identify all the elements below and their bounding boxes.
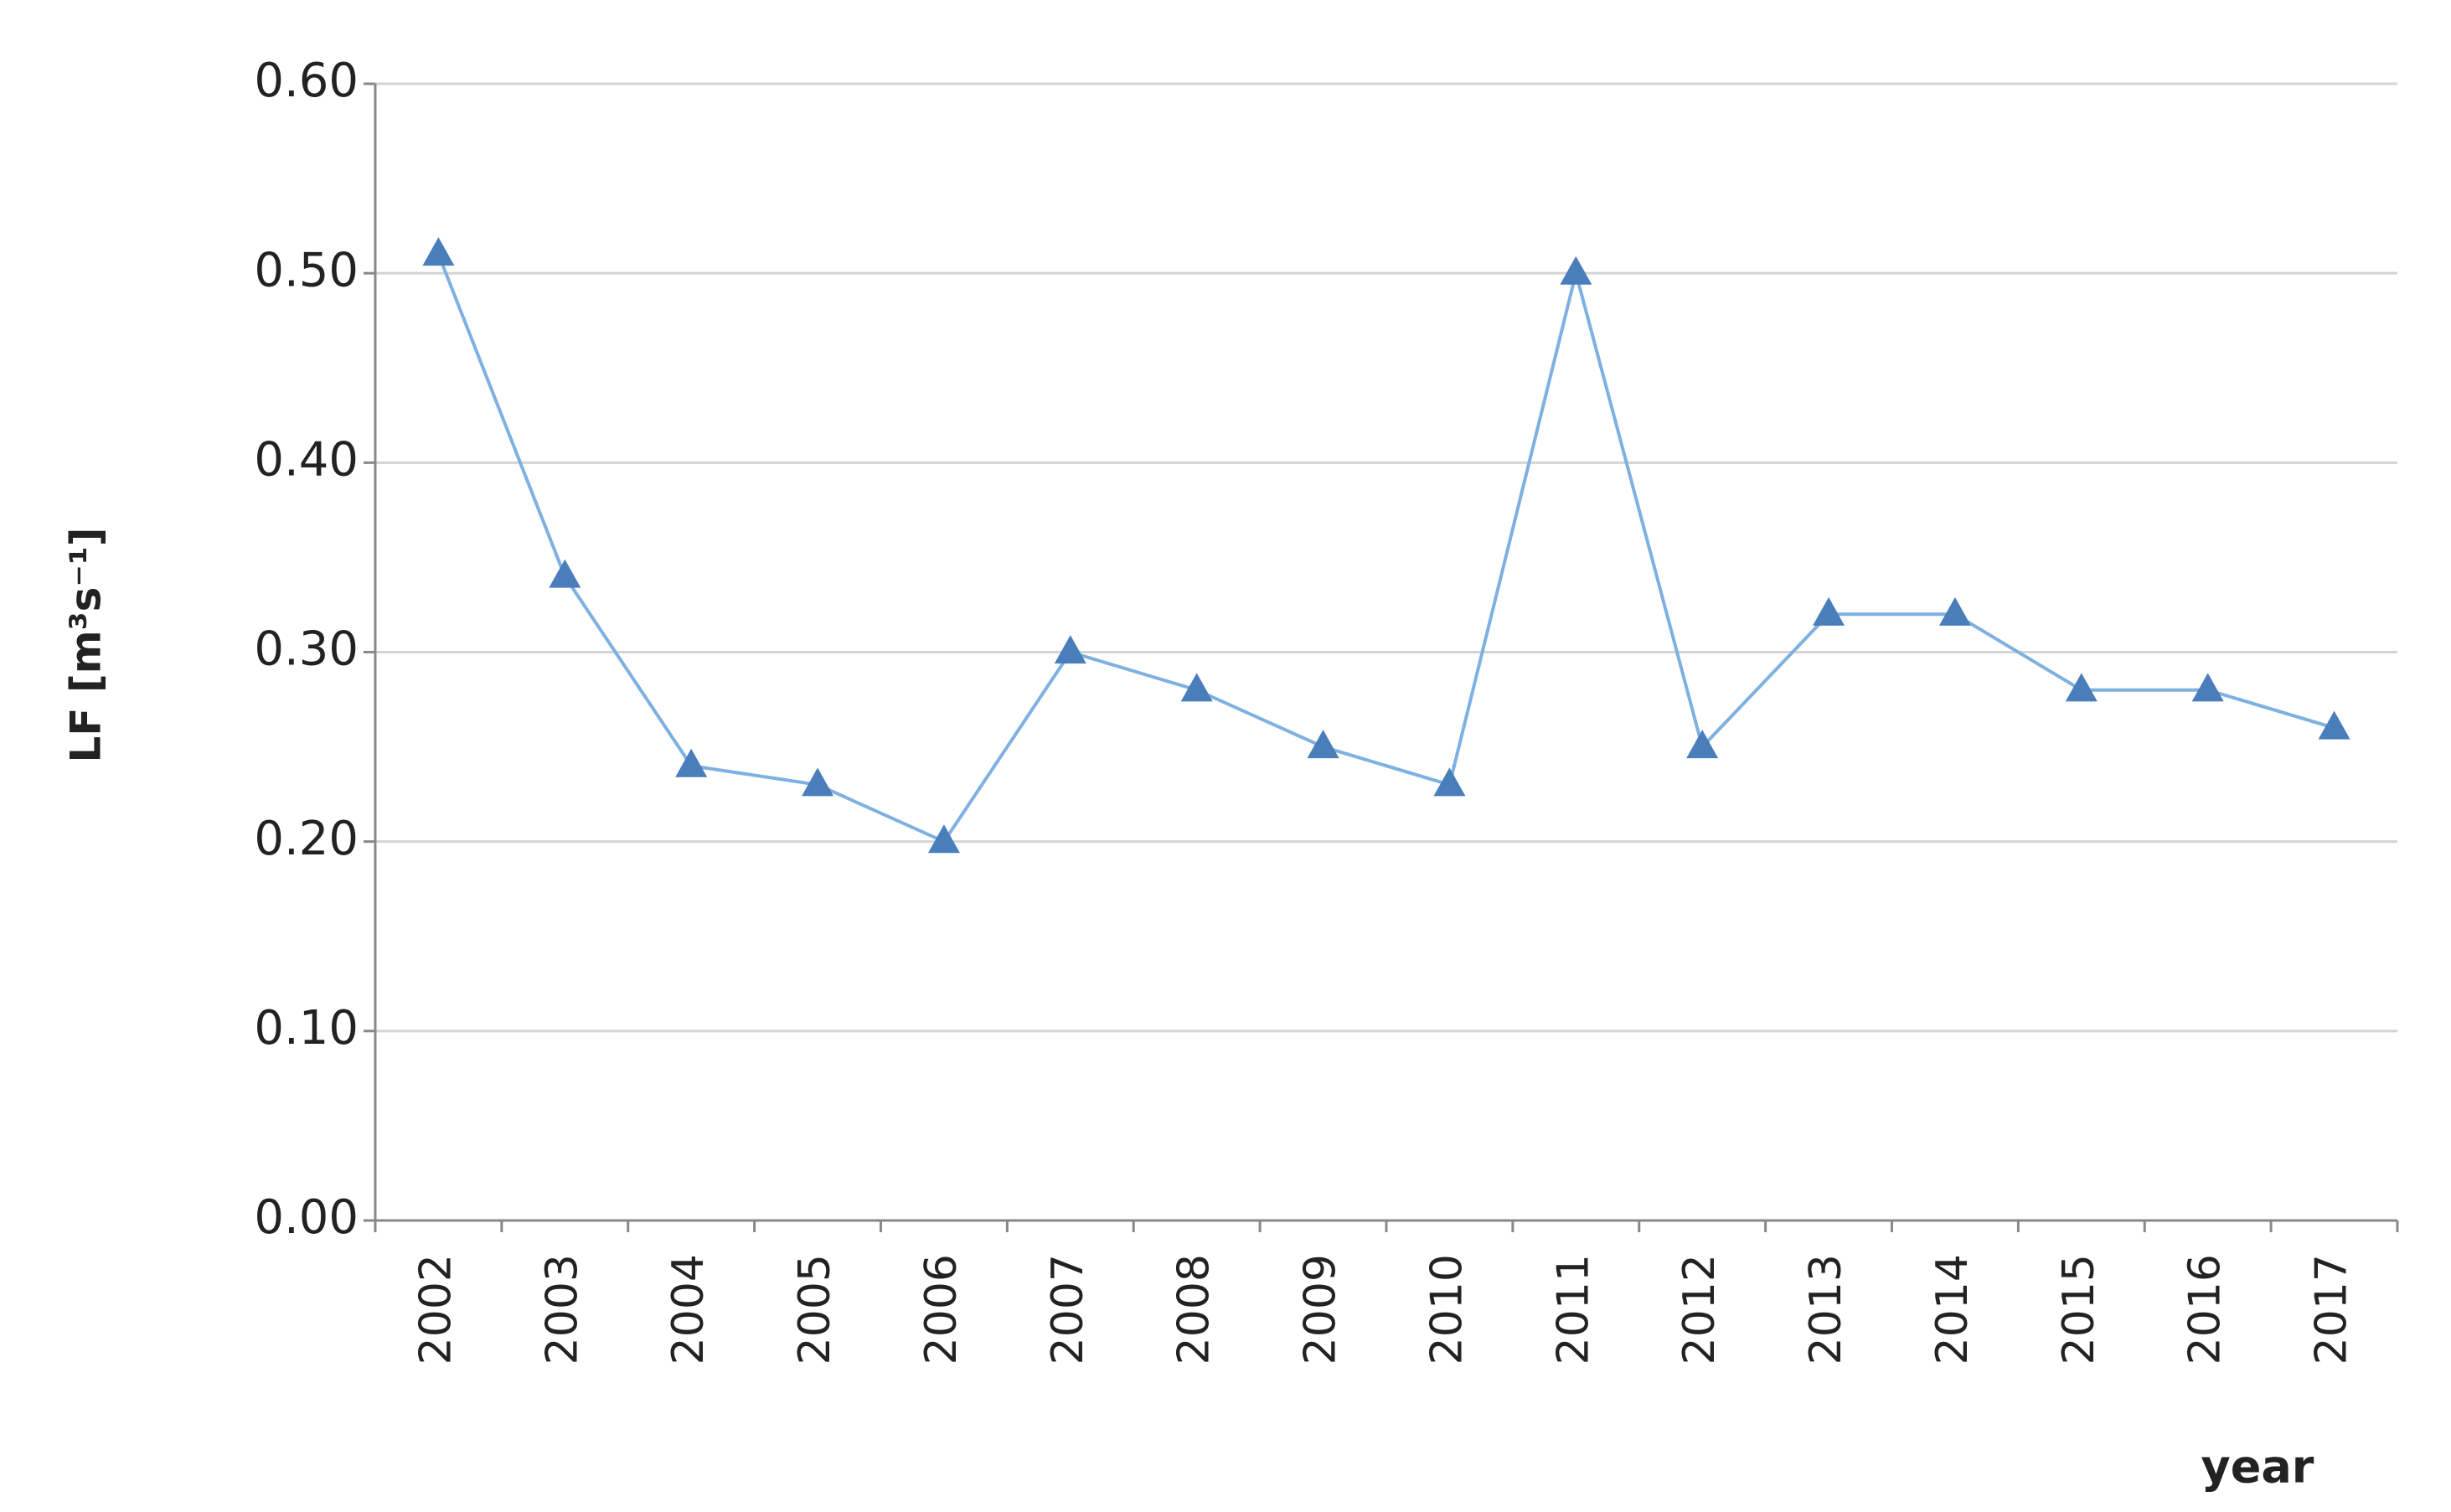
y-tick-label: 0.30	[254, 622, 359, 677]
x-tick-label: 2017	[2307, 1254, 2357, 1365]
x-tick-label: 2006	[916, 1254, 967, 1365]
x-tick-label: 2004	[663, 1254, 714, 1365]
x-tick-label: 2008	[1169, 1254, 1220, 1365]
marker	[1433, 767, 1466, 797]
marker	[1938, 596, 1971, 626]
marker	[1180, 673, 1213, 702]
marker	[802, 767, 834, 797]
y-tick-label: 0.20	[254, 812, 359, 866]
x-tick-label: 2010	[1422, 1254, 1472, 1365]
x-tick-label: 2011	[1548, 1254, 1598, 1365]
marker	[2065, 673, 2098, 702]
x-tick-label: 2003	[537, 1254, 587, 1365]
marker	[927, 824, 960, 854]
y-tick-label: 0.40	[254, 432, 359, 487]
marker	[422, 237, 455, 266]
y-tick-label: 0.00	[254, 1190, 359, 1245]
marker	[1054, 635, 1086, 664]
x-axis-label: year	[2201, 1441, 2314, 1494]
x-tick-label: 2005	[790, 1254, 840, 1365]
marker	[2191, 673, 2224, 702]
x-tick-label: 2002	[410, 1254, 461, 1365]
marker	[1686, 730, 1719, 759]
x-tick-label: 2009	[1296, 1254, 1346, 1365]
marker	[675, 748, 708, 777]
x-tick-label: 2014	[1927, 1254, 1978, 1365]
y-tick-label: 0.50	[254, 243, 359, 297]
marker	[1560, 255, 1592, 285]
marker	[1307, 730, 1339, 759]
y-tick-label: 0.10	[254, 1001, 359, 1055]
y-tick-label: 0.60	[254, 54, 359, 108]
series-line	[436, 253, 2335, 844]
x-tick-label: 2016	[2180, 1254, 2231, 1365]
marker	[2318, 710, 2350, 740]
x-tick-label: 2012	[1674, 1254, 1725, 1365]
marker	[549, 559, 581, 588]
marker	[1813, 596, 1845, 626]
x-tick-label: 2013	[1801, 1254, 1851, 1365]
y-axis-label: LF [m³s⁻¹]	[62, 527, 111, 762]
x-tick-label: 2015	[2054, 1254, 2104, 1365]
x-tick-label: 2007	[1043, 1254, 1093, 1365]
